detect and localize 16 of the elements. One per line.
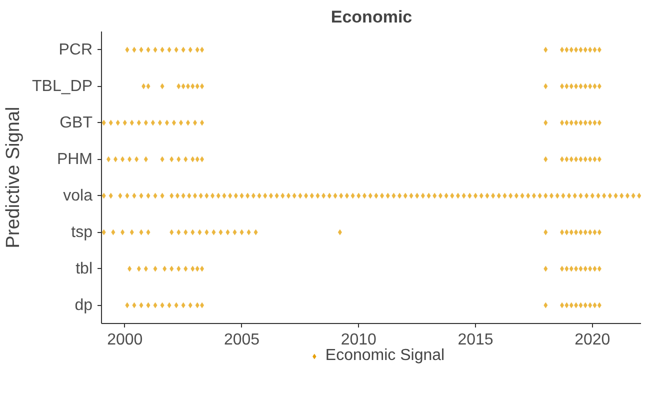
y-tick-label: tbl xyxy=(76,260,93,278)
y-tick-label: tsp xyxy=(71,224,93,241)
x-tick-label: 2010 xyxy=(340,332,377,348)
x-tick-label: 2000 xyxy=(107,332,143,348)
y-tick-label: PCR xyxy=(58,41,92,58)
chart-title: Economic xyxy=(330,8,412,26)
legend-label: Economic Signal xyxy=(325,347,445,365)
y-axis-title: Predictive Signal xyxy=(3,106,24,248)
y-tick-label: dp xyxy=(74,296,93,314)
x-tick-label: 2020 xyxy=(574,332,610,348)
x-tick-label: 2005 xyxy=(224,332,260,348)
y-tick-label: TBL_DP xyxy=(32,78,92,95)
y-tick-label: PHM xyxy=(56,150,93,168)
x-tick-label: 2015 xyxy=(458,332,494,348)
y-tick-label: GBT xyxy=(60,114,93,132)
y-tick-label: vola xyxy=(63,187,93,204)
